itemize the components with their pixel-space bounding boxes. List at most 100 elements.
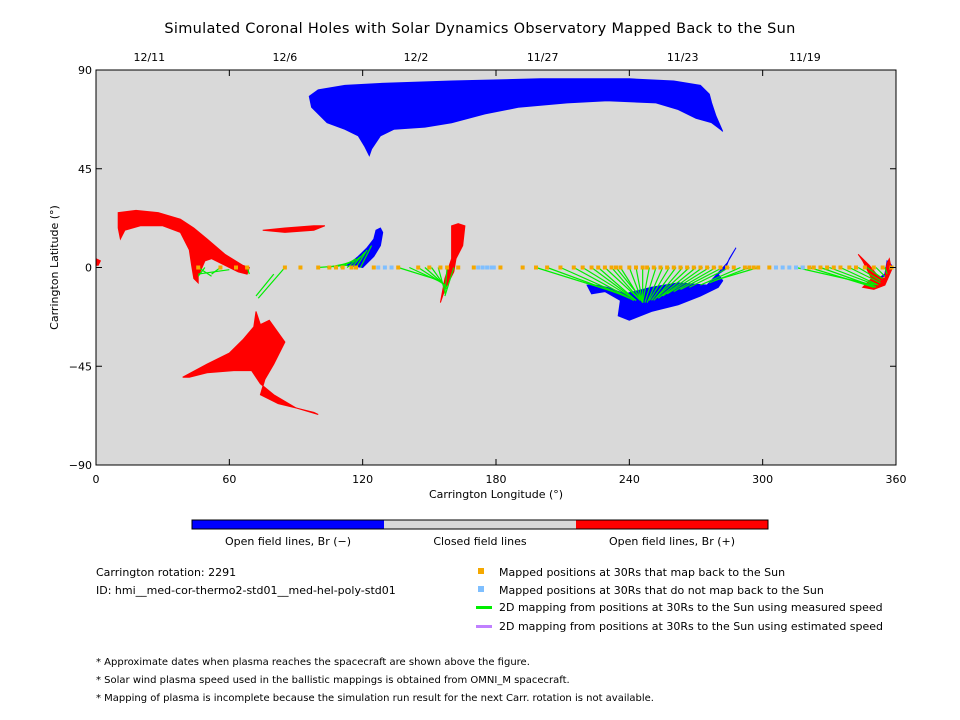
not-mapped-position-point [480,265,485,270]
mapped-position-point [747,265,752,270]
measured-mapping-line [673,266,717,293]
mapped-position-point [614,265,618,270]
measured-mapping-line [884,267,888,275]
mapped-position-point [627,265,632,270]
measured-mapping-line [866,267,884,279]
y-axis-label: Carrington Latitude (°) [48,205,61,330]
mapped-position-point [245,265,250,270]
measured-mapping-line [582,266,637,301]
mapped-position-point [580,265,585,270]
measured-mapping-line [431,267,448,290]
mapped-position-point [671,265,676,270]
mapped-position-point [871,265,876,270]
mapped-position-point [471,265,476,270]
x-axis-label: Carrington Longitude (°) [429,488,563,501]
measured-mapping-line [840,266,879,286]
y-tick-label: 90 [78,64,92,77]
mapped-position-point [665,265,670,270]
mapped-position-point [838,265,843,270]
mapped-position-point [880,265,885,270]
x-tick-label: 300 [752,473,773,486]
measured-mapping-line [657,267,697,299]
not-mapped-position-point [800,265,805,270]
mapped-position-point [558,265,563,270]
legend-swatch-measured [476,606,492,609]
mapped-position-point [640,265,645,270]
x-tick-label: 120 [352,473,373,486]
mapped-position-point [334,265,338,270]
x-tick-label: 360 [886,473,907,486]
legend-label-not-mapped: Mapped positions at 30Rs that do not map… [499,584,824,597]
footnote-2: * Solar wind plasma speed used in the ba… [96,675,570,686]
mapped-position-point [218,265,223,270]
mapped-position-point [658,265,663,270]
mapped-position-point [807,265,812,270]
top-date-label: 11/19 [789,51,821,64]
mapped-position-point [438,265,443,270]
run-id-text: ID: hmi__med-cor-thermo2-std01__med-hel-… [96,584,396,597]
legend-swatch-not-mapped [478,586,484,592]
measured-mapping-line [197,267,206,277]
measured-mapping-line [642,267,650,303]
measured-mapping-line [611,267,641,301]
carrington-rotation-text: Carrington rotation: 2291 [96,566,237,579]
measured-mapping-line [655,267,690,299]
colorbar-label: Open field lines, Br (+) [609,535,735,548]
measured-mapping-line [546,266,626,297]
top-date-label: 12/11 [133,51,165,64]
measured-mapping-line [829,266,877,286]
mapped-position-point [234,265,238,270]
mapped-position-point [811,265,816,270]
measured-mapping-line [662,267,704,297]
colorbar-label: Open field lines, Br (−) [225,535,351,548]
mapped-position-point [767,265,772,270]
mapped-position-point [862,265,867,270]
mapped-position-point [427,265,432,270]
colorbar-segment [576,520,768,529]
mapped-position-point [456,265,461,270]
top-date-label: 12/2 [404,51,429,64]
mapped-position-point [416,265,421,270]
measured-mapping-line [689,266,730,288]
not-mapped-position-point [794,265,798,270]
measured-mapping-line [573,266,635,301]
mapped-position-point [498,265,503,270]
legend-label-mapped: Mapped positions at 30Rs that map back t… [499,566,786,579]
x-tick-label: 180 [486,473,507,486]
measured-mapping-line [680,266,723,290]
mapped-position-point [354,265,358,270]
mapped-position-point [645,265,650,270]
x-tick-label: 60 [222,473,236,486]
mapped-position-point [742,265,747,270]
mapped-position-point [711,265,716,270]
mapped-position-point [520,265,525,270]
measured-mapping-line [355,249,368,268]
measured-mapping-line [619,267,644,303]
mapped-position-point [282,265,287,270]
measured-mapping-line [198,269,230,275]
chart-title: Simulated Coronal Holes with Solar Dynam… [164,21,796,37]
mapped-position-point [589,265,594,270]
measured-mapping-line [820,266,877,288]
x-tick-label: 240 [619,473,640,486]
measured-mapping-line [651,267,677,301]
top-date-label: 11/27 [527,51,559,64]
mapped-position-point [396,265,401,270]
measured-mapping-line [653,267,684,301]
legend-label-measured: 2D mapping from positions at 30Rs to the… [499,601,883,614]
mapped-position-point [854,265,858,270]
measured-mapping-line [359,245,373,268]
top-date-label: 12/6 [273,51,298,64]
y-tick-label: −90 [69,459,92,472]
footnote-1: * Approximate dates when plasma reaches … [96,657,530,668]
mapped-position-point [316,265,321,270]
measured-mapping-line [257,267,286,299]
not-mapped-position-point [780,265,785,270]
mapped-position-point [731,265,736,270]
mapped-position-point [725,265,730,270]
top-date-label: 11/23 [667,51,699,64]
measured-mapping-line [644,267,657,303]
colorbar-segment [192,520,384,529]
measured-mapping-line [597,267,637,301]
